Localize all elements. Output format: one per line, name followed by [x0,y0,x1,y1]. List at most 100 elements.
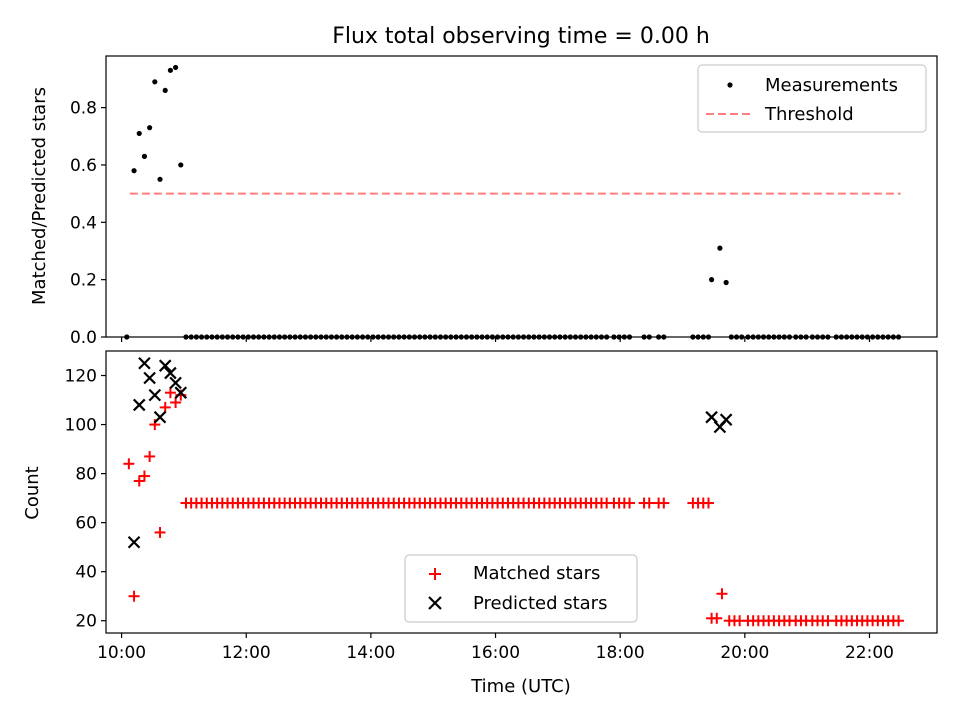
measurement-point [323,334,329,340]
measurement-point [432,334,438,340]
measurement-point [700,334,706,340]
xtick-label: 10:00 [97,643,146,663]
measurement-point [235,334,241,340]
measurement-point [786,334,793,340]
bottom-axes: 10:00 12:00 14:00 16:00 18:00 20:00 22:00 20 40 6… [65,350,938,663]
x-b [148,388,162,402]
xtick-label: 16:00 [471,643,520,663]
measurement-point [588,334,594,340]
measurement-point [308,334,314,340]
measurement-point [825,334,831,340]
measurement-point [198,334,205,340]
predicted-star-point [148,388,162,402]
bottom-ytick-label: 40 [75,563,97,583]
legend-measurements-label: Measurements [765,75,898,96]
measurement-point [739,334,745,340]
measurement-point [437,334,444,340]
matched-star-point [702,497,714,509]
x-b [169,376,182,390]
measurement-point [417,334,423,340]
measurement-point [646,334,652,340]
x-b [127,535,141,549]
measurement-point [183,334,189,340]
measurement-point [875,334,881,340]
bottom-ylabel: Count [22,466,43,519]
predicted-star-point [127,535,141,549]
top-legend: Measurements Threshold [697,64,927,133]
measurement-point [250,334,257,340]
measurement-point [282,334,288,340]
matched-star-point [154,526,166,538]
measurement-point [849,334,855,340]
measurement-point [261,334,267,340]
measurement-point [567,334,573,340]
x-b [132,398,146,412]
measurement-point [814,334,821,340]
matched-star-point [144,450,156,462]
measurement-point [422,334,428,340]
measurement-point [705,334,712,340]
predicted-star-point [153,410,167,424]
measurement-point [838,334,845,340]
x-b [174,386,188,399]
measurement-point [616,334,622,340]
legend-threshold-label: Threshold [764,104,854,125]
measurement-point [583,334,589,340]
measurement-point [448,334,454,340]
measurement-point [328,334,335,340]
x-b [164,366,177,380]
measurement-point [728,334,734,340]
measurement-point [733,334,740,340]
matched-star-point [893,615,905,627]
measurement-point [495,334,501,340]
measurement-point [723,279,729,286]
predicted-star-point [138,356,151,370]
measurement-point [463,334,470,340]
measurement-point [798,334,804,340]
measurement-point [427,334,433,340]
bottom-ytick-label: 60 [75,514,97,534]
measurement-point [552,334,558,340]
measurement-point [793,334,799,340]
measurement-point [844,334,850,340]
measurement-point [895,334,902,340]
measurement-point [124,334,130,340]
xlabel: Time (UTC) [470,676,571,697]
top-ytick-label: 0.2 [70,271,97,291]
measurement-point [690,334,696,340]
bottom-ytick-label: 20 [75,612,97,632]
bottom-ytick-label: 100 [65,416,97,436]
measurement-point [339,334,345,340]
matched-star-point [170,396,182,408]
x-b [153,410,167,424]
predicted-star-point [143,371,156,385]
xtick-label: 14:00 [346,643,395,663]
measurement-point [276,334,283,340]
measurement-point [411,334,418,340]
measurement-point [131,168,137,174]
measurement-point [505,334,511,340]
measurement-point [557,334,563,340]
measurement-point [572,334,579,340]
bottom-ytick-label: 120 [65,367,97,387]
predicted-star-point [174,386,188,399]
predicted-star-point [158,359,172,372]
measurement-point [152,79,158,85]
measurement-point [598,334,605,340]
top-ytick-label: 0.4 [70,213,97,233]
matched-star-point [624,497,636,509]
measurement-point [391,334,397,340]
measurement-point [292,334,298,340]
measurement-point [453,334,459,340]
legend-predicted-label: Predicted stars [473,593,607,614]
matched-star-point [658,497,670,509]
measurement-point [230,334,236,340]
measurement-point [781,334,787,340]
measurement-point [760,334,767,340]
measurement-point [745,334,751,340]
matched-star-point [164,387,176,399]
measurement-point [178,162,184,168]
measurement-point [885,334,891,340]
measurement-point [219,334,225,340]
bottom-legend: Matched stars Predicted stars [404,554,638,623]
